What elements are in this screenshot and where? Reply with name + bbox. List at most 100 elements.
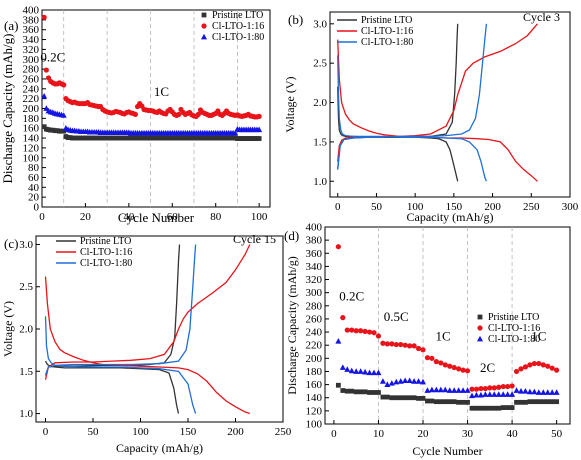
data-point <box>43 67 49 73</box>
data-point <box>540 399 546 405</box>
x-tick-label: 20 <box>80 211 92 223</box>
data-point <box>460 387 467 393</box>
data-point <box>509 405 515 410</box>
x-tick-label: 50 <box>88 426 100 438</box>
data-point <box>456 399 462 405</box>
y-tick-label: 200 <box>306 353 323 365</box>
data-point <box>455 387 462 393</box>
data-point <box>496 405 502 411</box>
data-point <box>478 405 484 411</box>
data-point <box>487 405 493 411</box>
data-point <box>335 338 342 344</box>
rate-annotation: 1C <box>531 329 546 344</box>
data-point <box>424 355 431 361</box>
legend-marker <box>477 335 483 342</box>
x-tick-label: 50 <box>551 428 563 440</box>
y-tick-label: 2.0 <box>19 324 33 336</box>
data-point <box>349 327 355 333</box>
series-1 <box>335 244 560 392</box>
series-0 <box>44 244 181 414</box>
data-point <box>540 362 546 368</box>
data-point <box>482 405 488 411</box>
data-point <box>379 378 386 384</box>
y-tick-label: 360 <box>306 248 323 260</box>
data-point <box>526 388 533 395</box>
y-tick-label: 120 <box>23 142 40 154</box>
legend-marker <box>201 23 207 29</box>
data-point <box>487 385 493 391</box>
x-tick-label: 50 <box>371 201 383 213</box>
y-axis-label: Discharge Capacity (mAh/g) <box>0 34 15 184</box>
data-point <box>411 378 418 384</box>
y-tick-label: 180 <box>23 113 40 125</box>
legend-marker <box>201 12 207 18</box>
data-point <box>474 405 479 411</box>
data-point <box>232 129 239 136</box>
data-point <box>464 368 471 374</box>
y-tick-label: 340 <box>306 261 323 273</box>
y-tick-label: 140 <box>23 133 40 145</box>
x-tick-label: 100 <box>407 201 424 213</box>
y-tick-label: 180 <box>306 366 323 378</box>
data-point <box>407 395 413 401</box>
y-tick-label: 100 <box>23 152 40 164</box>
data-point <box>486 391 493 397</box>
legend-label: Cl-LTO-1:80 <box>488 334 540 345</box>
data-point <box>535 389 542 395</box>
panel-tag: (d) <box>284 228 299 243</box>
data-point <box>415 345 422 352</box>
y-tick-label: 160 <box>23 123 40 135</box>
data-point <box>505 383 511 390</box>
data-point <box>362 328 368 335</box>
data-point <box>433 399 439 405</box>
data-point <box>554 399 560 405</box>
x-axis-label: Cycle Number <box>118 210 195 225</box>
data-point <box>389 341 395 347</box>
data-point <box>393 378 400 385</box>
data-point <box>415 378 422 384</box>
legend-label: Cl-LTO-1:80 <box>361 37 413 48</box>
data-point <box>384 341 390 347</box>
legend-label: Pristine LTO <box>80 236 131 247</box>
x-axis-label: Cycle Number <box>412 444 482 458</box>
data-point <box>358 389 364 395</box>
data-point <box>523 399 528 405</box>
data-point <box>545 399 551 405</box>
data-point <box>553 389 560 395</box>
series-line <box>44 276 251 415</box>
y-tick-label: 220 <box>306 340 323 352</box>
data-point <box>384 381 391 387</box>
panel-2: 0 50 100 150 200 250 1.0 1.5 2.0 2.5 3.0 Capacity (… <box>1 232 292 455</box>
data-point <box>549 389 556 395</box>
y-tick-label: 60 <box>28 172 40 184</box>
data-point <box>536 399 542 405</box>
data-point <box>514 399 519 405</box>
data-point <box>132 111 138 118</box>
y-tick-label: 360 <box>23 24 40 36</box>
panel-tag: (c) <box>4 236 18 251</box>
data-point <box>477 391 484 398</box>
y-tick-label: 220 <box>23 93 40 105</box>
data-point <box>61 82 67 88</box>
data-point <box>420 347 426 353</box>
data-point <box>402 342 408 348</box>
legend-label: Cl-LTO-1:16 <box>361 26 413 37</box>
x-tick-label: 40 <box>123 211 135 223</box>
series-line <box>44 244 251 380</box>
series-2 <box>335 338 560 399</box>
data-point <box>375 369 382 376</box>
y-tick-label: 260 <box>23 73 40 85</box>
y-tick-label: 240 <box>306 327 323 339</box>
data-point <box>388 380 395 386</box>
series-line <box>337 86 459 182</box>
data-point <box>393 341 399 348</box>
data-point <box>398 341 404 348</box>
data-point <box>61 128 67 134</box>
y-tick-label: 20 <box>28 192 40 204</box>
series-2 <box>44 244 197 414</box>
data-point <box>195 111 201 118</box>
x-tick-label: 100 <box>251 211 268 223</box>
data-point <box>500 383 506 390</box>
